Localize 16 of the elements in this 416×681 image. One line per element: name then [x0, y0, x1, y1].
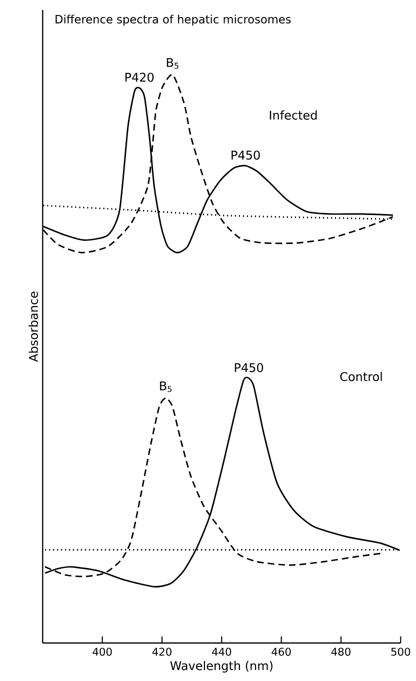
annotation: P420 — [125, 72, 154, 82]
x-tick-label: 400 — [92, 648, 112, 656]
x-tick-label: 420 — [152, 648, 172, 656]
x-tick-label: 500 — [391, 648, 410, 656]
annotation: P450 — [234, 363, 264, 372]
x-tick-label: 480 — [331, 648, 350, 656]
x-axis-title: Wavelength (nm) — [170, 660, 272, 673]
annotation: B$_{5}$ — [160, 381, 172, 392]
annotation: P450 — [232, 150, 260, 160]
x-tick-label: 440 — [212, 648, 232, 656]
annotation: Control — [340, 372, 382, 382]
y-axis-title: Absorbance — [28, 292, 38, 362]
chart-title: Difference spectra of hepatic microsomes — [56, 14, 291, 26]
x-tick-label: 460 — [272, 648, 291, 656]
annotation: B$_{5}$ — [166, 58, 178, 69]
annotation: Infected — [270, 110, 317, 120]
